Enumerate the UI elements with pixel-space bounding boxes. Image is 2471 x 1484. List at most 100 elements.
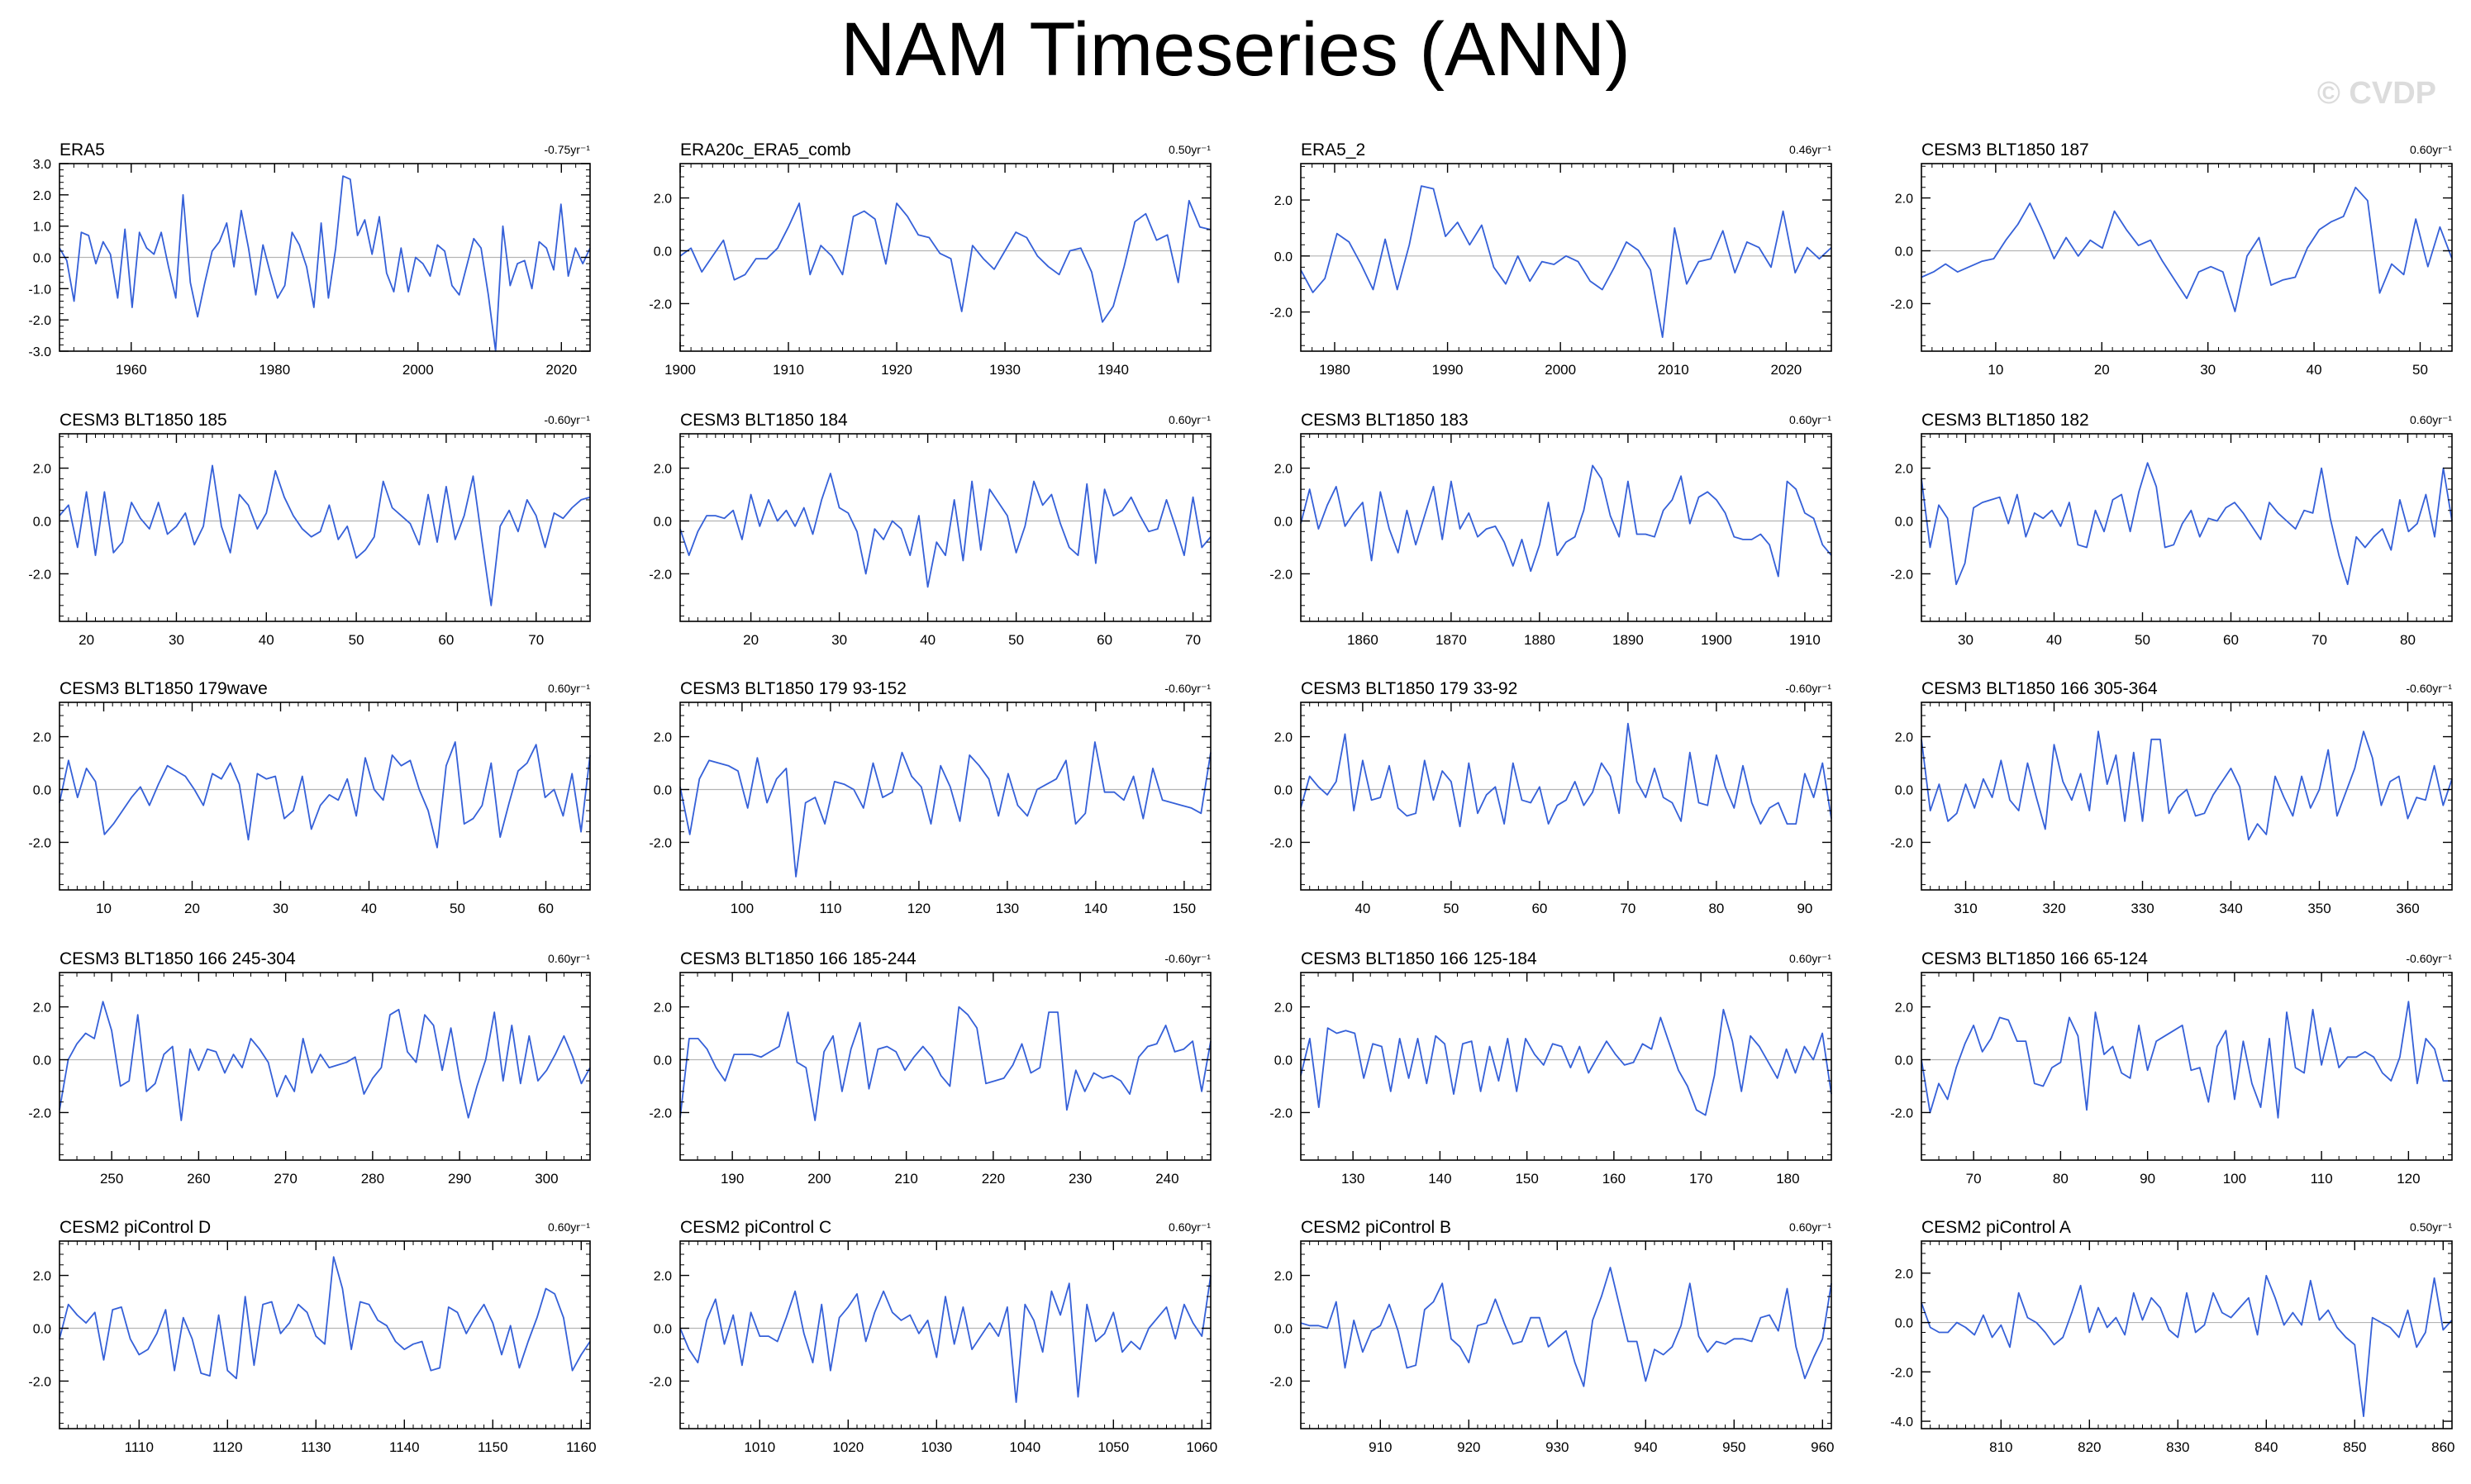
x-tick-label: 1130 [301,1439,331,1455]
nam-series-line [1921,1001,2452,1119]
x-tick-label: 830 [2166,1439,2189,1455]
panel-title: CESM3 BLT1850 166 245-304 [60,949,296,968]
panel-6: CESM3 BLT1850 183 0.60yr⁻¹ 1860 1870 1880 189… [1269,411,1832,648]
panel-19: CESM2 piControl A 0.50yr⁻¹ 810 820 830 840 850… [1890,1218,2454,1455]
panel-trend-label: -0.60yr⁻¹ [1164,952,1211,965]
y-tick-label: -1.0 [28,283,51,297]
x-tick-label: 110 [2311,1171,2333,1187]
y-tick-label: -2.0 [649,568,672,582]
x-tick-label: 40 [2307,362,2322,378]
x-tick-label: 140 [1428,1171,1451,1187]
y-tick-label: 2.0 [654,463,672,477]
panel-13: CESM3 BLT1850 166 185-244 -0.60yr⁻¹ 190 200… [649,949,1212,1187]
nam-series-line [679,741,1212,878]
panel-11: CESM3 BLT1850 166 305-364 -0.60yr⁻¹ 310 320… [1890,679,2453,916]
panel-title: CESM3 BLT1850 182 [1921,411,2089,430]
x-tick-label: 920 [1457,1439,1480,1455]
panel-trend-label: 0.60yr⁻¹ [548,952,590,965]
panel-title: ERA20c_ERA5_comb [680,140,851,159]
panel-trend-label: 0.50yr⁻¹ [2410,1220,2452,1234]
x-tick-label: 1030 [921,1439,952,1455]
plot-frame [1921,972,2453,1161]
y-tick-label: -2.0 [1890,1366,1913,1380]
x-tick-label: 820 [2078,1439,2101,1455]
plot-frame [1300,1240,1832,1429]
y-tick-label: -2.0 [1890,297,1913,312]
x-tick-label: 40 [920,632,936,648]
x-tick-label: 1900 [1701,632,1732,648]
panel-title: ERA5 [60,140,105,159]
x-tick-label: 30 [831,632,847,648]
x-tick-label: 50 [2135,632,2150,648]
x-tick-label: 1920 [881,362,912,378]
x-tick-label: 1010 [744,1439,775,1455]
x-tick-label: 1150 [478,1439,508,1455]
panel-trend-label: 0.46yr⁻¹ [1789,143,1831,156]
panel-trend-label: 0.60yr⁻¹ [1789,413,1831,426]
nam-series-line [59,1256,591,1380]
plot-frame [1921,433,2453,622]
plot-frame [1921,702,2453,891]
y-tick-label: 2.0 [654,193,672,207]
y-tick-label: 2.0 [1274,194,1293,208]
x-tick-label: 2000 [402,362,434,378]
y-tick-label: 0.0 [1895,1054,1913,1068]
x-tick-label: 960 [1811,1439,1834,1455]
x-tick-label: 2000 [1545,362,1576,378]
x-tick-label: 1940 [1097,362,1129,378]
x-tick-label: 70 [1185,632,1201,648]
x-tick-label: 260 [187,1171,210,1187]
panel-18: CESM2 piControl B 0.60yr⁻¹ 910 920 930 940 950… [1269,1218,1834,1455]
panel-title: CESM3 BLT1850 185 [60,411,227,430]
x-tick-label: 1890 [1612,632,1644,648]
panel-trend-label: 0.60yr⁻¹ [548,682,590,695]
x-tick-label: 100 [731,901,754,916]
x-tick-label: 1910 [773,362,804,378]
x-tick-label: 1980 [1319,362,1350,378]
panel-8: CESM3 BLT1850 179wave 0.60yr⁻¹ 10 20 30 40 50 6… [28,679,591,916]
panel-16: CESM2 piControl D 0.60yr⁻¹ 1110 1120 1130 114… [28,1218,596,1455]
x-tick-label: 1880 [1524,632,1555,648]
nam-series-line [1921,1274,2453,1417]
nam-series-line [679,1006,1212,1121]
x-tick-label: 310 [1954,901,1977,916]
x-tick-label: 2010 [1658,362,1689,378]
y-tick-label: 0.0 [654,516,672,530]
plot-frame [59,972,591,1161]
x-tick-label: 50 [349,632,364,648]
y-tick-label: 2.0 [654,1270,672,1284]
y-tick-label: 2.0 [654,1001,672,1015]
y-tick-label: 2.0 [33,463,51,477]
panel-trend-label: 0.60yr⁻¹ [548,1220,590,1234]
panel-trend-label: -0.60yr⁻¹ [2406,952,2452,965]
x-tick-label: 250 [100,1171,123,1187]
y-tick-label: 2.0 [33,731,51,745]
y-tick-label: 2.0 [1895,193,1913,207]
x-tick-label: 130 [1341,1171,1364,1187]
x-tick-label: 40 [259,632,274,648]
panel-title: CESM2 piControl B [1301,1218,1451,1237]
panel-trend-label: -0.60yr⁻¹ [1164,682,1211,695]
panel-trend-label: 0.60yr⁻¹ [1789,952,1831,965]
x-tick-label: 50 [2412,362,2428,378]
y-tick-label: 2.0 [1274,731,1293,745]
x-tick-label: 90 [2140,1171,2155,1187]
y-tick-label: -4.0 [1890,1415,1913,1429]
y-tick-label: 2.0 [1274,463,1293,477]
x-tick-label: 150 [1173,901,1196,916]
x-tick-label: 1120 [212,1439,243,1455]
panel-trend-label: -0.60yr⁻¹ [2406,682,2452,695]
panel-title: CESM2 piControl C [680,1218,831,1237]
x-tick-label: 810 [1989,1439,2012,1455]
x-tick-label: 150 [1515,1171,1538,1187]
panel-15: CESM3 BLT1850 166 65-124 -0.60yr⁻¹ 70 80 90 1… [1890,949,2453,1187]
x-tick-label: 330 [2131,901,2154,916]
nam-series-line [59,464,591,606]
panel-trend-label: -0.75yr⁻¹ [544,143,590,156]
y-tick-label: -2.0 [1269,568,1293,582]
x-tick-label: 100 [2223,1171,2246,1187]
x-tick-label: 180 [1776,1171,1799,1187]
x-tick-label: 60 [1097,632,1112,648]
x-tick-label: 840 [2254,1439,2278,1455]
